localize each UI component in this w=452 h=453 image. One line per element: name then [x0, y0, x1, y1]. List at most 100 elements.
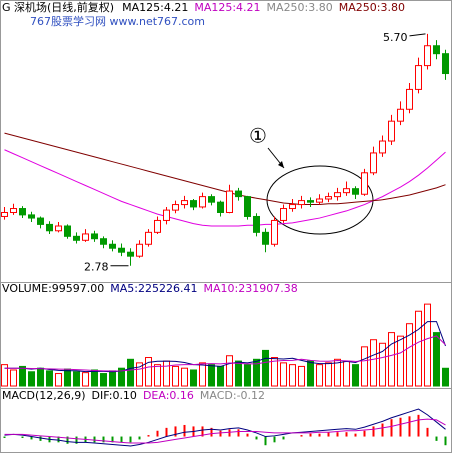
low-label: 2.78	[84, 261, 109, 274]
candle-body	[208, 196, 215, 203]
indicator-line	[4, 418, 446, 444]
candle-body	[37, 217, 44, 225]
candle-body	[226, 190, 233, 213]
candle-body	[388, 120, 395, 142]
header-label: VOLUME:99597.00	[2, 282, 104, 295]
header-label: MACD(12,26,9)	[2, 389, 86, 402]
volume-bar	[406, 323, 413, 387]
volume-bar	[298, 365, 305, 387]
candle-body	[433, 45, 440, 55]
volume-bar	[55, 373, 62, 387]
volume-bar	[46, 370, 53, 387]
volume-bar	[172, 365, 179, 387]
candle-body	[262, 231, 269, 245]
candle-body	[127, 251, 134, 257]
candle-body	[424, 45, 431, 67]
volume-bar	[190, 369, 197, 387]
volume-bar	[127, 358, 134, 387]
header-label: DEA:0.16	[143, 389, 194, 402]
header-label: MACD:-0.12	[200, 389, 265, 402]
candle-body	[82, 233, 89, 241]
volume-bar	[145, 357, 152, 387]
candle-body	[199, 196, 206, 208]
candle-body	[172, 204, 179, 211]
volume-bar	[334, 358, 341, 387]
candle-body	[19, 208, 26, 216]
candle-body	[334, 192, 341, 198]
candle-body	[343, 188, 350, 194]
volume-bar	[91, 369, 98, 387]
candle-body	[181, 200, 188, 206]
high-label: 5.70	[383, 31, 408, 44]
chart-title: G 深机场(日线,前复权)	[2, 0, 114, 14]
volume-bar	[271, 357, 278, 387]
candle-body	[307, 200, 314, 203]
arrow-head	[278, 161, 284, 168]
volume-bar	[163, 360, 170, 387]
watermark: 767股票学习网 www.net767.com	[30, 14, 205, 28]
candle-body	[325, 196, 332, 200]
candle-body	[154, 219, 161, 233]
volume-bar	[1, 364, 8, 387]
candle-body	[361, 172, 368, 195]
volume-bar	[136, 362, 143, 387]
high-pointer	[409, 33, 426, 37]
candle-body	[1, 212, 8, 217]
candle-body	[370, 152, 377, 174]
volume-bar	[226, 355, 233, 387]
candle-body	[145, 231, 152, 245]
candle-body	[100, 238, 107, 245]
volume-bar	[19, 365, 26, 387]
candle-body	[190, 200, 197, 208]
candle-body	[442, 53, 449, 75]
volume-bar	[244, 364, 251, 387]
volume-bar	[154, 364, 161, 387]
volume-bar	[28, 371, 35, 387]
volume-bar	[361, 346, 368, 387]
candle-body	[163, 209, 170, 221]
volume-bar	[352, 364, 359, 387]
header-label: MA250:3.80	[339, 1, 405, 14]
candle-body	[271, 219, 278, 245]
volume-bar	[37, 367, 44, 387]
volume-bar	[343, 360, 350, 387]
volume-bar	[73, 371, 80, 387]
candle-body	[253, 215, 260, 233]
candle-body	[64, 225, 71, 237]
candle-body	[136, 243, 143, 257]
indicator-line	[4, 149, 446, 227]
indicator-line	[4, 408, 446, 447]
volume-bar	[109, 370, 116, 387]
candle-body	[91, 233, 98, 240]
volume-bar	[325, 362, 332, 387]
circle-label: ①	[249, 124, 267, 148]
candle-body	[109, 243, 116, 249]
volume-bar	[370, 339, 377, 387]
candle-body	[46, 223, 53, 232]
volume-bar	[424, 303, 431, 387]
candle-body	[406, 88, 413, 110]
indicator-line	[4, 132, 446, 206]
candle-body	[73, 235, 80, 241]
volume-bar	[307, 360, 314, 387]
candle-body	[235, 190, 242, 198]
candle-body	[118, 247, 125, 253]
candle-body	[244, 196, 251, 217]
header-label: MA10:231907.38	[203, 282, 297, 295]
volume-bar	[199, 362, 206, 387]
candle-body	[10, 208, 17, 214]
candle-body	[28, 214, 35, 219]
volume-bar	[208, 364, 215, 387]
volume-bar	[181, 367, 188, 387]
volume-bar	[10, 369, 17, 387]
header-label: MA125:4.21	[194, 1, 260, 14]
candle-body	[415, 65, 422, 90]
volume-bar	[118, 367, 125, 387]
volume-bar	[217, 365, 224, 387]
candle-body	[379, 140, 386, 154]
volume-bar	[316, 364, 323, 387]
volume-bar	[235, 360, 242, 387]
candle-body	[289, 204, 296, 210]
